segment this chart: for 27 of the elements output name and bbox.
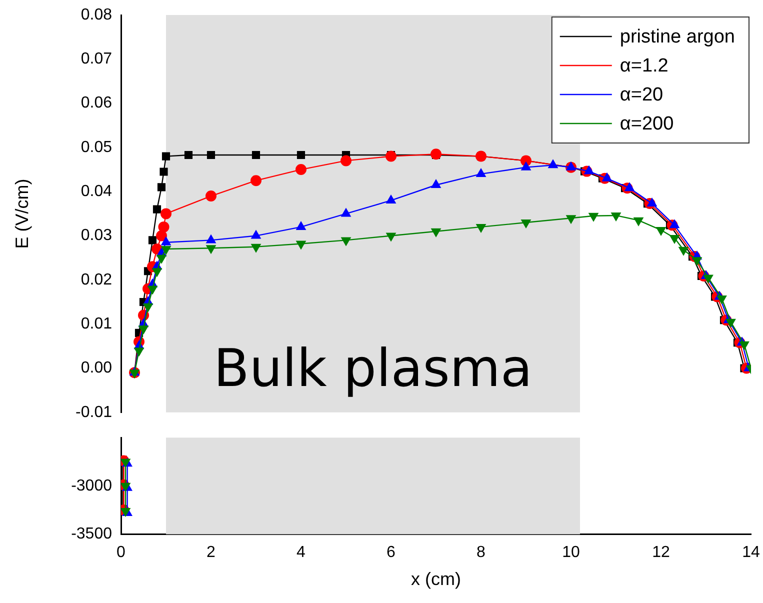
x-tick-label: 4 — [296, 544, 306, 562]
x-tick-label: 10 — [562, 544, 580, 562]
x-tick-label: 6 — [386, 544, 396, 562]
y-tick-label: 0.00 — [80, 360, 112, 377]
x-tick-label: 14 — [742, 544, 760, 562]
x-axis-title: x (cm) — [411, 569, 461, 590]
x-tick-label: 8 — [476, 544, 486, 562]
y-tick-label: 0.02 — [80, 271, 112, 288]
y-tick-label: -3500 — [71, 526, 112, 543]
legend-label: α=200 — [620, 114, 674, 135]
y-tick-label: 0.04 — [80, 183, 112, 200]
x-tick-label: 0 — [116, 544, 126, 562]
legend-label: α=1.2 — [620, 56, 668, 77]
y-tick-label: 0.03 — [80, 227, 112, 244]
legend-label: α=20 — [620, 84, 664, 106]
y-tick-label: 0.08 — [80, 6, 112, 24]
legend-label: pristine argon — [620, 26, 735, 48]
y-tick-label: -3000 — [71, 477, 112, 494]
y-tick-label: -0.01 — [76, 404, 112, 421]
x-tick-label: 2 — [206, 544, 216, 562]
y-tick-label: 0.07 — [80, 50, 112, 68]
y-tick-label: 0.06 — [80, 94, 112, 112]
x-tick-label: 12 — [652, 544, 670, 562]
y-axis-title: E (V/cm) — [12, 178, 32, 249]
y-tick-label: 0.01 — [80, 315, 112, 332]
y-tick-label: 0.05 — [80, 138, 112, 156]
band-label: Bulk plasma — [214, 338, 532, 399]
